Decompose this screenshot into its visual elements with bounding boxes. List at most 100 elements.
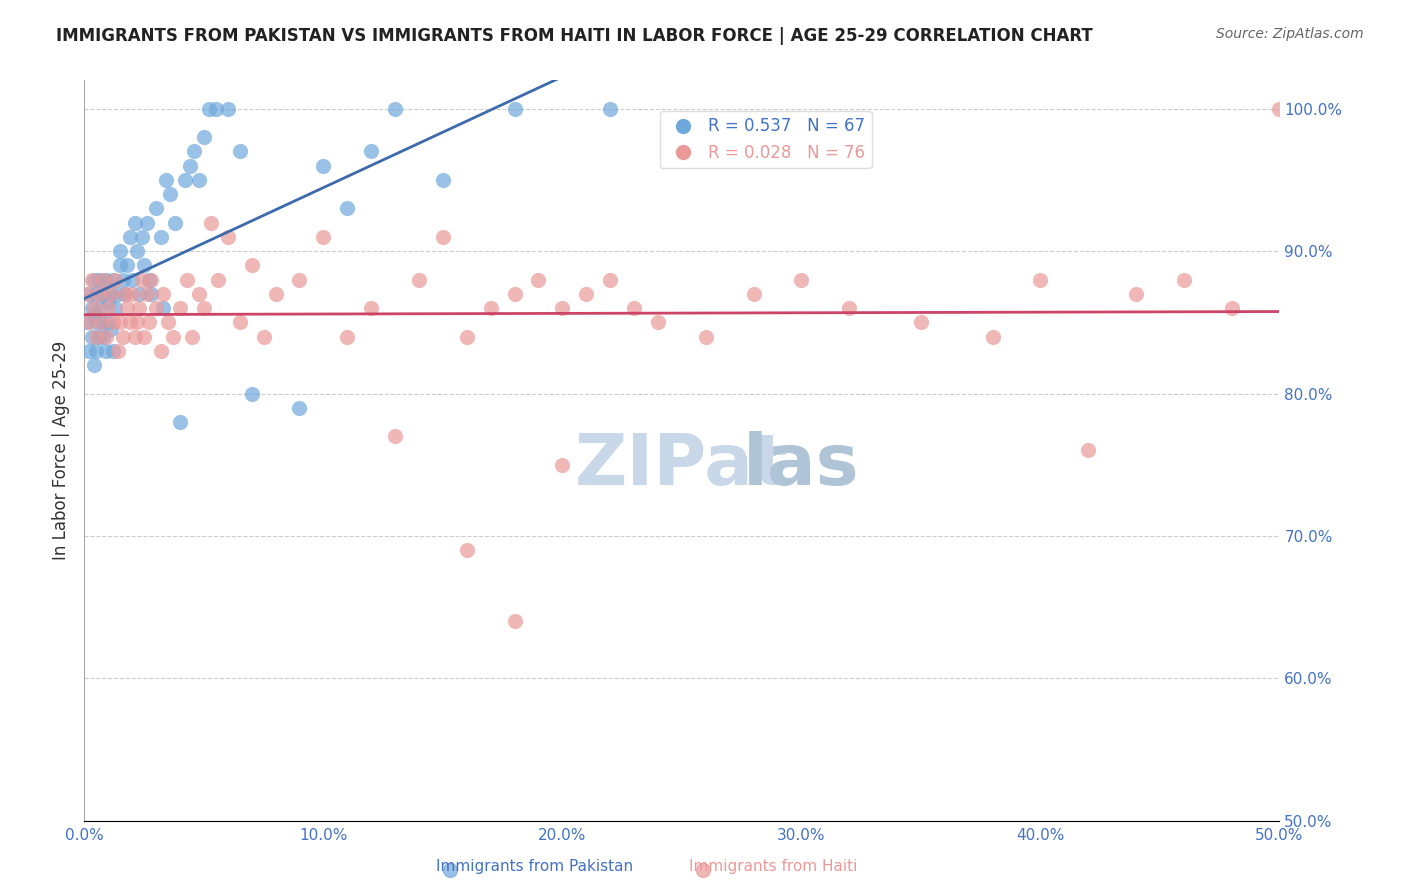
Point (141, 286, 163, 301)
Text: las: las (744, 431, 859, 500)
Point (104, 272, 127, 286)
Point (121, 272, 143, 286)
Point (77, 343, 100, 358)
Point (360, 301, 382, 315)
Point (183, 145, 205, 159)
Point (838, 301, 860, 315)
Point (149, 343, 172, 358)
Point (100, 286, 122, 301)
Point (111, 272, 134, 286)
Point (197, 102, 219, 116)
Point (101, 272, 124, 286)
Point (432, 230, 454, 244)
Point (981, 329, 1004, 343)
Point (240, 258, 263, 272)
Point (125, 244, 148, 259)
Point (159, 187, 181, 202)
Point (165, 216, 187, 230)
Point (83, 301, 105, 315)
Point (97, 293, 120, 308)
Point (93, 329, 115, 343)
Point (1268, 102, 1291, 116)
Point (138, 272, 160, 286)
Point (87, 329, 110, 343)
Y-axis label: In Labor Force | Age 25-29: In Labor Force | Age 25-29 (52, 341, 70, 560)
Point (128, 301, 150, 315)
Point (80, 301, 103, 315)
Point (503, 286, 526, 301)
Point (253, 329, 276, 343)
Point (86, 343, 108, 358)
Point (1029, 272, 1052, 286)
Point (149, 230, 172, 244)
Point (155, 173, 177, 187)
Point (336, 329, 359, 343)
Point (288, 401, 311, 415)
Point (117, 301, 139, 315)
Point (94, 272, 117, 286)
Point (76, 315, 98, 329)
Point (647, 315, 669, 329)
Point (1077, 443, 1099, 458)
Point (124, 329, 146, 343)
Text: Immigrants from Pakistan: Immigrants from Pakistan (436, 859, 633, 874)
Point (503, 615, 526, 629)
Point (575, 286, 598, 301)
Point (217, 102, 239, 116)
Point (118, 230, 141, 244)
Point (384, 429, 406, 443)
Point (90, 301, 112, 315)
Point (90, 315, 112, 329)
Point (90, 315, 112, 329)
Point (408, 272, 430, 286)
Point (312, 230, 335, 244)
Point (551, 458, 574, 472)
Point (132, 329, 156, 343)
Point (1125, 286, 1147, 301)
Point (910, 315, 932, 329)
Point (384, 102, 406, 116)
Point (695, 329, 717, 343)
Point (135, 216, 157, 230)
Point (100, 322, 122, 336)
Point (94, 329, 117, 343)
Point (93, 286, 115, 301)
Point (83, 358, 105, 372)
Point (742, 286, 765, 301)
Point (131, 230, 153, 244)
Text: IMMIGRANTS FROM PAKISTAN VS IMMIGRANTS FROM HAITI IN LABOR FORCE | AGE 25-29 COR: IMMIGRANTS FROM PAKISTAN VS IMMIGRANTS F… (56, 27, 1092, 45)
Point (107, 343, 129, 358)
Point (80, 272, 103, 286)
Point (110, 244, 132, 259)
Point (551, 301, 574, 315)
Point (114, 286, 136, 301)
Point (114, 286, 136, 301)
Point (121, 286, 143, 301)
Point (193, 130, 215, 145)
Point (456, 329, 478, 343)
Point (86, 315, 108, 329)
Point (176, 272, 198, 286)
Point (145, 202, 167, 216)
Point (86, 286, 108, 301)
Point (162, 329, 184, 343)
Text: ZIPat: ZIPat (575, 431, 789, 500)
Point (100, 286, 122, 301)
Point (1220, 301, 1243, 315)
Point (125, 315, 148, 329)
Point (93, 272, 115, 286)
Point (229, 145, 252, 159)
Point (157, 315, 180, 329)
Text: Immigrants from Haiti: Immigrants from Haiti (689, 859, 858, 874)
Point (86, 329, 108, 343)
Point (205, 102, 228, 116)
Point (141, 272, 163, 286)
Point (107, 286, 129, 301)
Point (135, 286, 157, 301)
Point (94, 343, 117, 358)
Point (503, 102, 526, 116)
Point (145, 301, 167, 315)
Point (138, 315, 160, 329)
Point (181, 329, 204, 343)
Point (76, 286, 98, 301)
